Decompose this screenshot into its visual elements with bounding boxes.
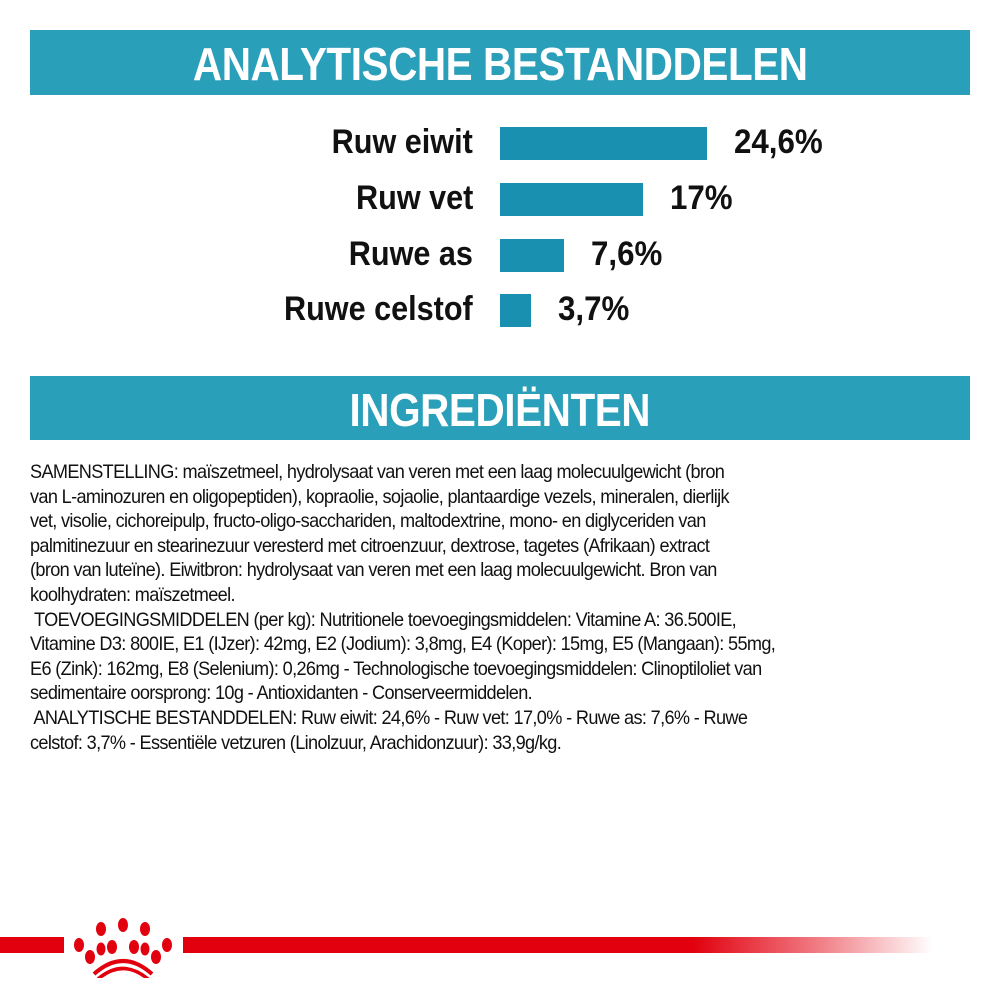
analytic-bar <box>500 183 643 216</box>
ingredients-text: SAMENSTELLING: maïszetmeel, hydrolysaat … <box>30 460 990 755</box>
analytic-label: Ruwe as <box>348 235 473 273</box>
ingredients-section-header: INGREDIËNTEN <box>30 376 970 440</box>
ingredients-line: van L-aminozuren en oligopeptiden), kopr… <box>30 485 730 508</box>
ingredients-line: vet, visolie, cichoreipulp, fructo-oligo… <box>30 510 706 533</box>
ingredients-line: celstof: 3,7% - Essentiële vetzuren (Lin… <box>30 731 562 754</box>
analytic-value: 17% <box>669 179 733 217</box>
ingredients-line: SAMENSTELLING: maïszetmeel, hydrolysaat … <box>30 461 725 483</box>
analytic-label: Ruw vet <box>355 179 473 217</box>
analytic-bar <box>500 239 564 272</box>
brand-stripe-right <box>183 937 933 953</box>
analytic-section-title: ANALYTISCHE BESTANDDELEN <box>192 38 808 90</box>
analytic-bar <box>500 127 707 160</box>
analytic-value: 7,6% <box>590 235 663 273</box>
analytic-row: Ruwe celstof 3,7% <box>0 290 1000 328</box>
analytic-row: Ruw eiwit 24,6% <box>0 123 1000 161</box>
analytic-row: Ruwe as 7,6% <box>0 235 1000 273</box>
analytic-value: 3,7% <box>558 290 630 328</box>
analytic-section-header: ANALYTISCHE BESTANDDELEN <box>30 30 970 95</box>
analytic-value: 24,6% <box>733 123 823 161</box>
ingredients-section-title: INGREDIËNTEN <box>349 384 651 436</box>
ingredients-line: Vitamine D3: 800IE, E1 (IJzer): 42mg, E2… <box>30 633 776 656</box>
analytic-row: Ruw vet 17% <box>0 179 1000 217</box>
royal-canin-crown-logo <box>74 918 172 978</box>
ingredients-line: (bron van luteïne). Eiwitbron: hydrolysa… <box>30 559 717 582</box>
analytic-label: Ruwe celstof <box>284 290 473 328</box>
ingredients-line: ANALYTISCHE BESTANDDELEN: Ruw eiwit: 24,… <box>30 706 748 729</box>
ingredients-line: sedimentaire oorsprong: 10g - Antioxidan… <box>30 682 533 705</box>
ingredients-line: koolhydraten: maïszetmeel. <box>30 583 235 606</box>
ingredients-line: palmitinezuur en stearinezuur veresterd … <box>30 534 710 557</box>
analytic-bar <box>500 294 532 327</box>
analytic-label: Ruw eiwit <box>331 123 473 161</box>
ingredients-line: TOEVOEGINGSMIDDELEN (per kg): Nutritione… <box>30 608 737 631</box>
brand-stripe-left <box>0 937 64 953</box>
ingredients-line: E6 (Zink): 162mg, E8 (Selenium): 0,26mg … <box>30 657 762 680</box>
